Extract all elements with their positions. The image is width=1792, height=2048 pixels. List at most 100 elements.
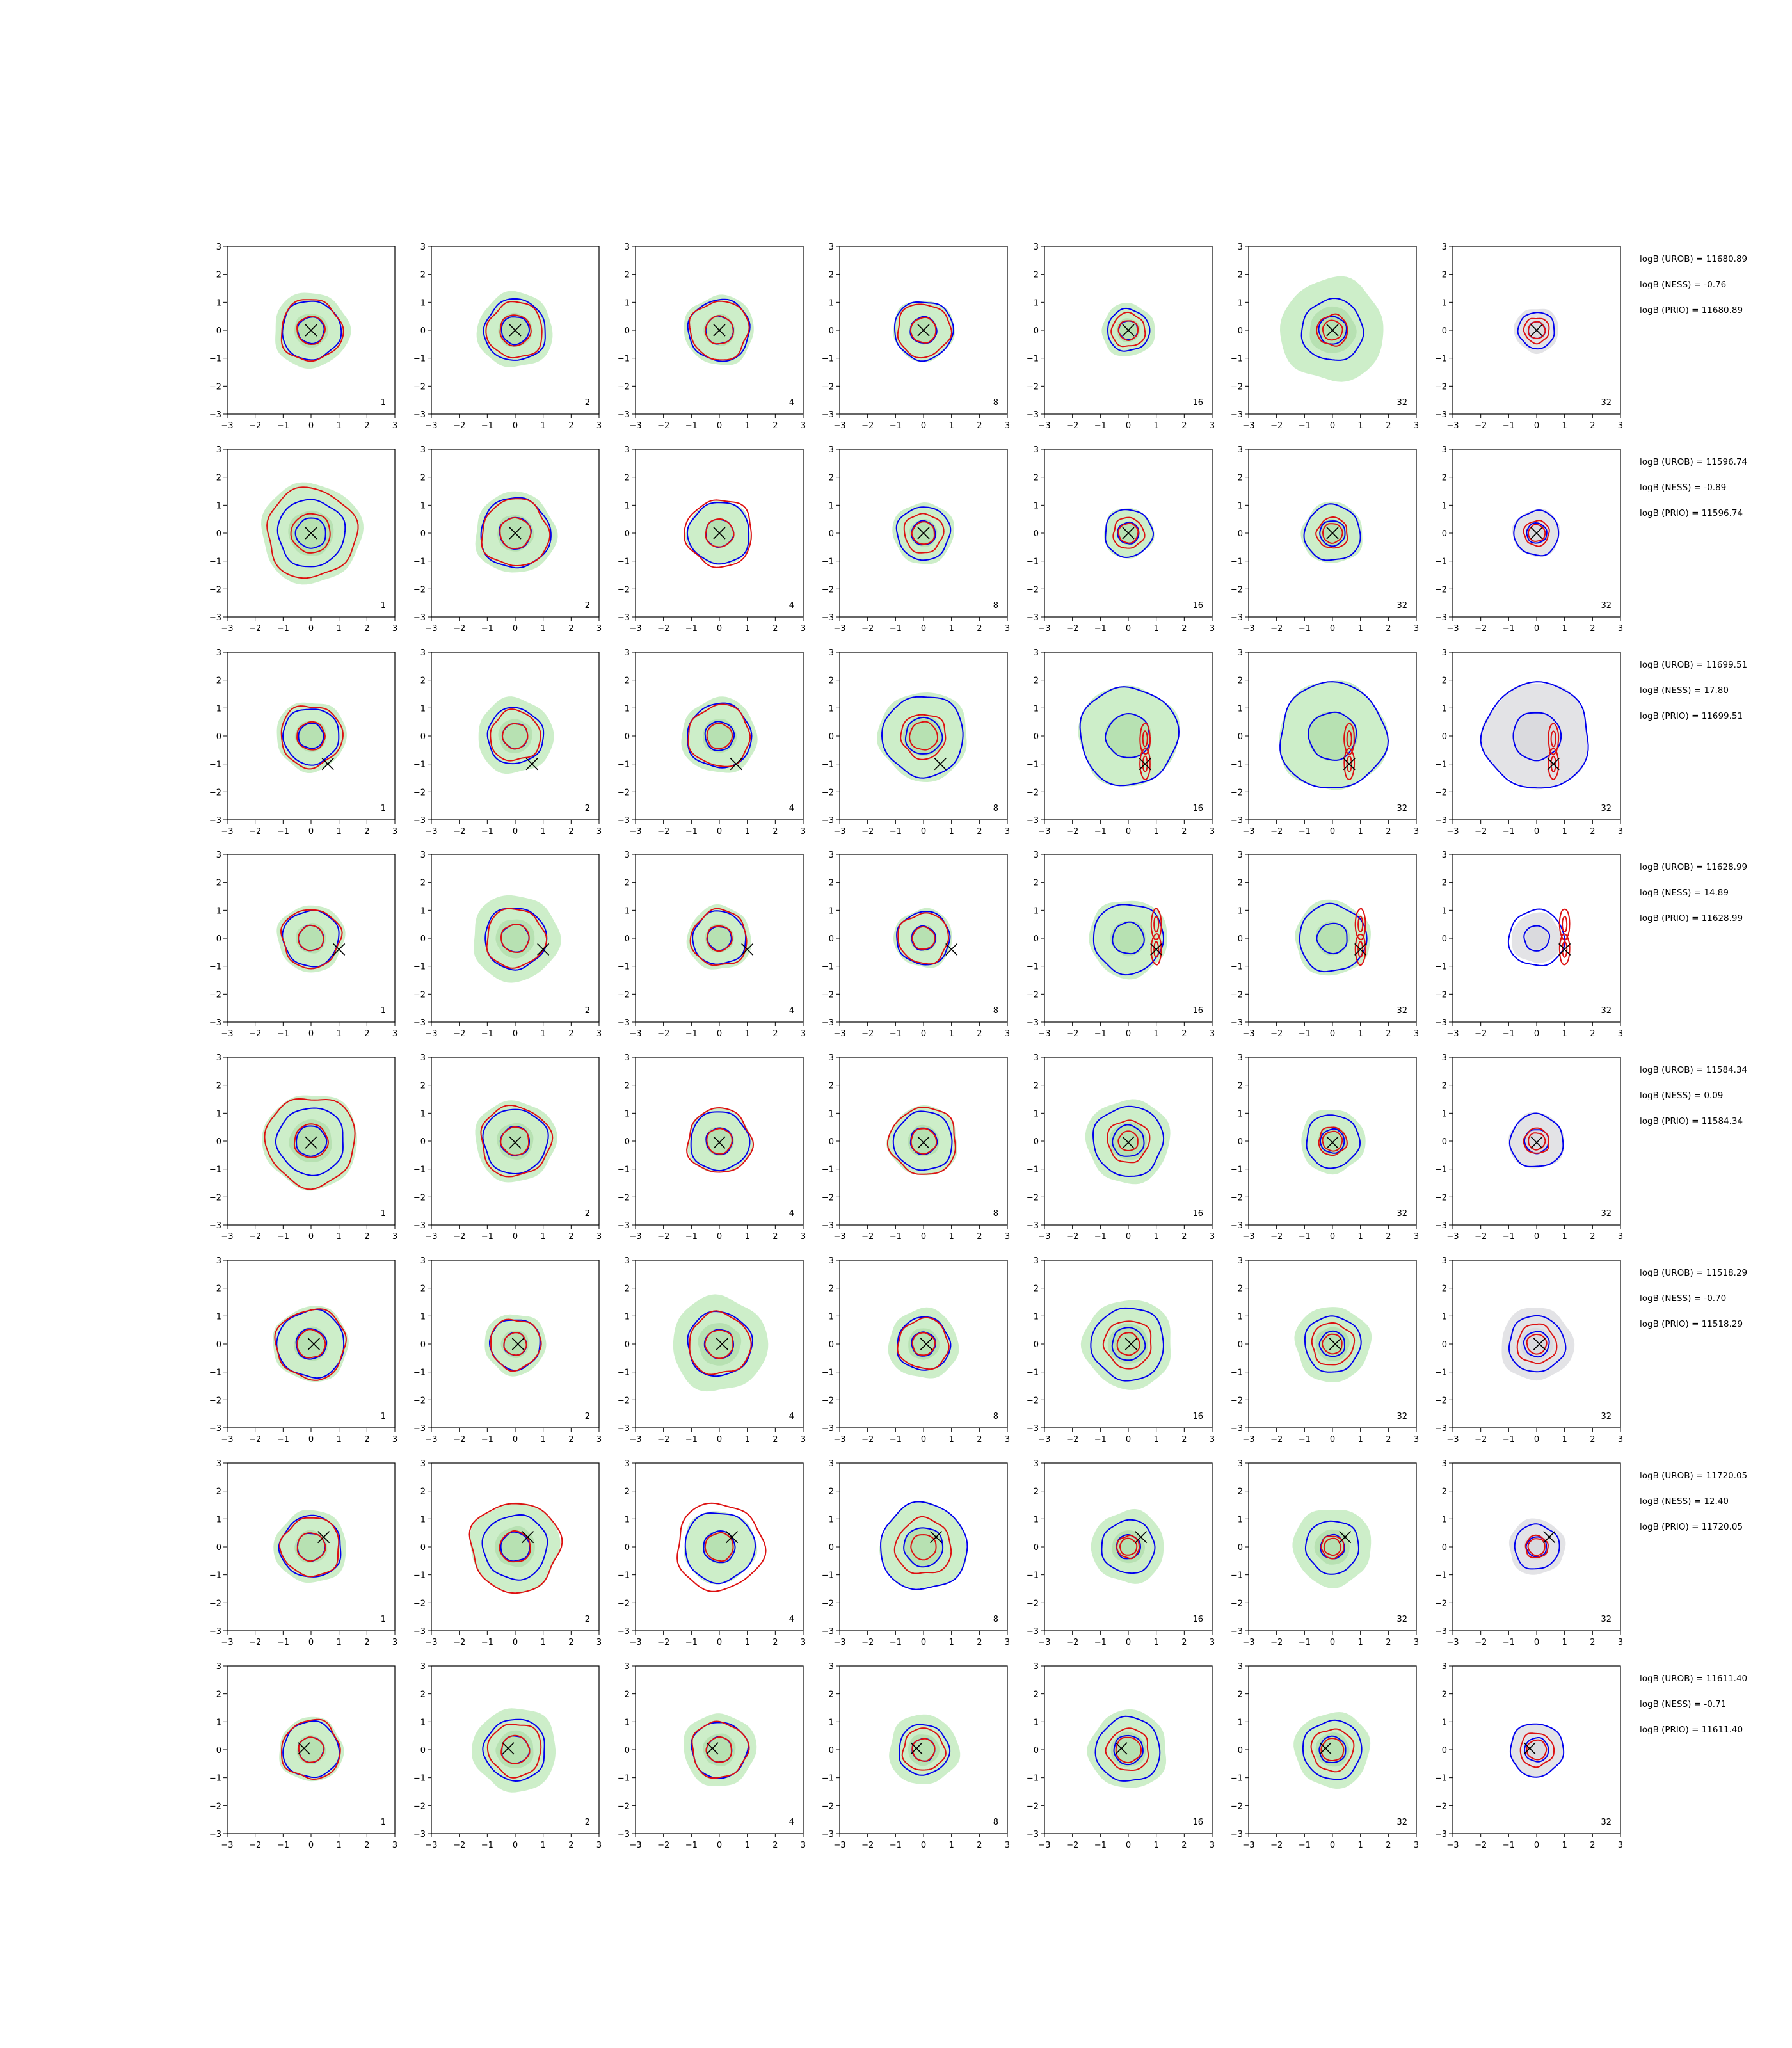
y-tick-label: −3 xyxy=(618,1221,630,1231)
density-fill-inner xyxy=(908,1124,940,1157)
red-contour-outer xyxy=(1523,1127,1549,1154)
panel-plot-area xyxy=(1292,1510,1372,1588)
panel-plot-area xyxy=(886,1105,957,1176)
logb-prio-stat: logB (PRIO) = 11596.74 xyxy=(1640,508,1743,518)
y-tick-label: −1 xyxy=(209,355,221,364)
x-tick-label: 1 xyxy=(949,1232,954,1242)
truth-marker xyxy=(713,527,726,540)
y-tick-label: 1 xyxy=(420,501,426,511)
red-contour-inner xyxy=(298,924,324,952)
x-tick-label: 2 xyxy=(977,1029,982,1039)
x-tick-label: 3 xyxy=(801,624,806,634)
panel-index-label: 4 xyxy=(789,1412,794,1421)
truth-marker xyxy=(305,1136,317,1149)
y-tick-label: −3 xyxy=(413,410,426,420)
y-tick-label: 3 xyxy=(829,243,834,252)
x-tick-label: 2 xyxy=(1590,421,1595,431)
x-tick-label: −1 xyxy=(1299,1638,1311,1647)
y-tick-label: 1 xyxy=(1442,501,1447,511)
density-fill-inner xyxy=(1524,1738,1549,1763)
truth-marker xyxy=(509,324,522,337)
x-tick-label: −3 xyxy=(425,624,437,634)
x-tick-label: −3 xyxy=(1446,624,1459,634)
red-contour-outer xyxy=(886,1106,956,1175)
y-tick-label: −3 xyxy=(618,1018,630,1028)
contour-panel: −3 −2 −1 0 1 2 3 −3 −2 −1 0 1 2 3 8 xyxy=(822,1256,1010,1444)
x-tick-label: −2 xyxy=(1475,827,1487,836)
panel-plot-area xyxy=(681,696,758,773)
red-contour-outer xyxy=(903,513,945,554)
blue-contour-inner xyxy=(704,721,735,751)
y-tick-label: 3 xyxy=(216,1459,221,1469)
x-tick-label: 2 xyxy=(772,827,778,836)
x-tick-label: 2 xyxy=(772,1029,778,1039)
blue-contour-outer xyxy=(893,301,954,362)
y-tick-label: −2 xyxy=(1027,585,1039,595)
x-tick-label: 3 xyxy=(1414,1638,1419,1647)
red-contour-outer xyxy=(1102,1320,1152,1370)
panel-index-label: 1 xyxy=(381,398,386,408)
truth-marker xyxy=(1122,1136,1135,1149)
panel-index-label: 32 xyxy=(1396,1615,1407,1624)
x-tick-label: −2 xyxy=(249,1638,261,1647)
contour-panel: −3 −2 −1 0 1 2 3 −3 −2 −1 0 1 2 3 2 xyxy=(413,243,602,431)
y-tick-label: 0 xyxy=(1442,1340,1447,1350)
blue-contour-inner xyxy=(1319,1128,1345,1154)
x-tick-label: 2 xyxy=(1181,1029,1187,1039)
red-contour-inner xyxy=(1357,915,1364,932)
x-tick-label: −1 xyxy=(890,1232,902,1242)
contour-panel: −3 −2 −1 0 1 2 3 −3 −2 −1 0 1 2 3 32 xyxy=(1435,851,1623,1039)
x-tick-label: −3 xyxy=(629,1435,641,1444)
density-fill-inner xyxy=(1109,1122,1148,1160)
x-tick-label: 0 xyxy=(1534,624,1539,634)
y-tick-label: 0 xyxy=(1034,1746,1039,1756)
panel-plot-area xyxy=(276,905,346,973)
y-tick-label: 3 xyxy=(1238,445,1243,455)
x-tick-label: −2 xyxy=(657,1232,669,1242)
truth-marker xyxy=(930,1531,943,1544)
x-tick-label: −2 xyxy=(657,1435,669,1444)
x-tick-label: 3 xyxy=(596,421,602,431)
truth-marker xyxy=(537,943,550,956)
y-tick-label: −1 xyxy=(1027,963,1039,972)
y-tick-label: −3 xyxy=(1231,1424,1243,1434)
y-tick-label: 1 xyxy=(1238,1718,1243,1727)
x-tick-label: −2 xyxy=(1066,1232,1078,1242)
y-tick-label: 3 xyxy=(1238,243,1243,252)
x-tick-label: 1 xyxy=(745,1029,750,1039)
y-tick-label: −2 xyxy=(1027,990,1039,1000)
y-tick-label: −2 xyxy=(209,1193,221,1203)
truth-marker xyxy=(509,527,522,540)
y-tick-label: 2 xyxy=(625,271,630,280)
x-tick-label: −1 xyxy=(685,827,698,836)
blue-contour-outer xyxy=(1079,686,1180,787)
x-tick-label: 0 xyxy=(1330,1638,1335,1647)
x-tick-label: −2 xyxy=(249,421,261,431)
x-tick-label: 3 xyxy=(392,827,397,836)
y-tick-label: 1 xyxy=(1442,1718,1447,1727)
x-tick-label: −2 xyxy=(453,1435,465,1444)
red-contour-outer xyxy=(897,303,953,359)
x-tick-label: 0 xyxy=(1534,1638,1539,1647)
contour-panel: −3 −2 −1 0 1 2 3 −3 −2 −1 0 1 2 3 4 xyxy=(618,445,806,634)
y-tick-label: −2 xyxy=(1027,788,1039,797)
blue-contour-inner xyxy=(911,1331,936,1357)
y-tick-label: 2 xyxy=(1238,271,1243,280)
y-tick-label: 3 xyxy=(1034,1459,1039,1469)
x-tick-label: 2 xyxy=(977,421,982,431)
panel-row: −3 −2 −1 0 1 2 3 −3 −2 −1 0 1 2 3 1 −3 −2 −1 0 1 2 3 −3 −2 −1 0 1 2… xyxy=(209,445,1623,634)
y-tick-label: −2 xyxy=(209,990,221,1000)
truth-marker xyxy=(1115,1742,1128,1755)
panel-index-label: 4 xyxy=(789,601,794,611)
contour-panel: −3 −2 −1 0 1 2 3 −3 −2 −1 0 1 2 3 32 xyxy=(1231,1662,1419,1850)
x-tick-label: −1 xyxy=(277,1029,289,1039)
x-tick-label: 3 xyxy=(1618,624,1623,634)
y-tick-label: 0 xyxy=(1238,1543,1243,1553)
x-tick-label: −1 xyxy=(277,1638,289,1647)
panel-index-label: 4 xyxy=(789,1615,794,1624)
y-tick-label: −2 xyxy=(1231,585,1243,595)
panel-index-label: 4 xyxy=(789,1209,794,1219)
x-tick-label: 0 xyxy=(513,1841,518,1850)
y-tick-label: 1 xyxy=(829,501,834,511)
panel-plot-area xyxy=(686,904,754,970)
